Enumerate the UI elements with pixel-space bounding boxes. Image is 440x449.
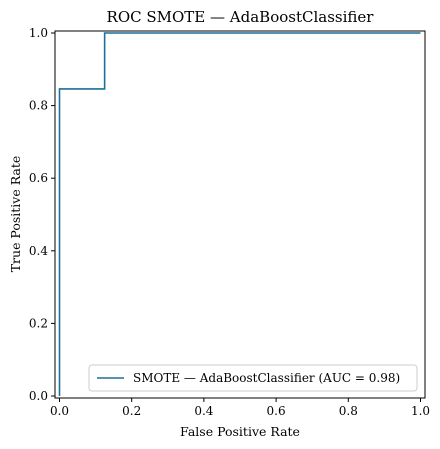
x-tick-label: 0.8 [339,404,358,418]
x-axis-label: False Positive Rate [180,424,300,439]
y-tick-label: 0.8 [29,99,48,113]
x-tick-label: 0.6 [267,404,286,418]
y-tick-label: 1.0 [29,26,48,40]
x-tick-label: 0.4 [194,404,213,418]
legend-box [88,364,418,392]
x-tick-label: 1.0 [411,404,430,418]
plot-frame [54,30,426,399]
chart-title: ROC SMOTE — AdaBoostClassifier [107,8,375,26]
y-tick-label: 0.6 [29,171,48,185]
y-tick-label: 0.0 [29,389,48,403]
roc-curve-line [58,32,421,396]
y-tick-label: 0.2 [29,316,48,330]
y-axis-ticks: 0.0 0.2 0.4 0.6 0.8 1.0 [29,26,55,403]
y-axis-label: True Positive Rate [8,156,23,273]
legend: SMOTE — AdaBoostClassifier (AUC = 0.98) [88,364,418,392]
x-tick-label: 0.0 [50,404,69,418]
y-tick-label: 0.4 [29,244,48,258]
legend-entry: SMOTE — AdaBoostClassifier (AUC = 0.98) [133,371,400,385]
series-layer [58,32,421,396]
x-tick-label: 0.2 [122,404,141,418]
x-axis-ticks: 0.0 0.2 0.4 0.6 0.8 1.0 [50,398,430,418]
